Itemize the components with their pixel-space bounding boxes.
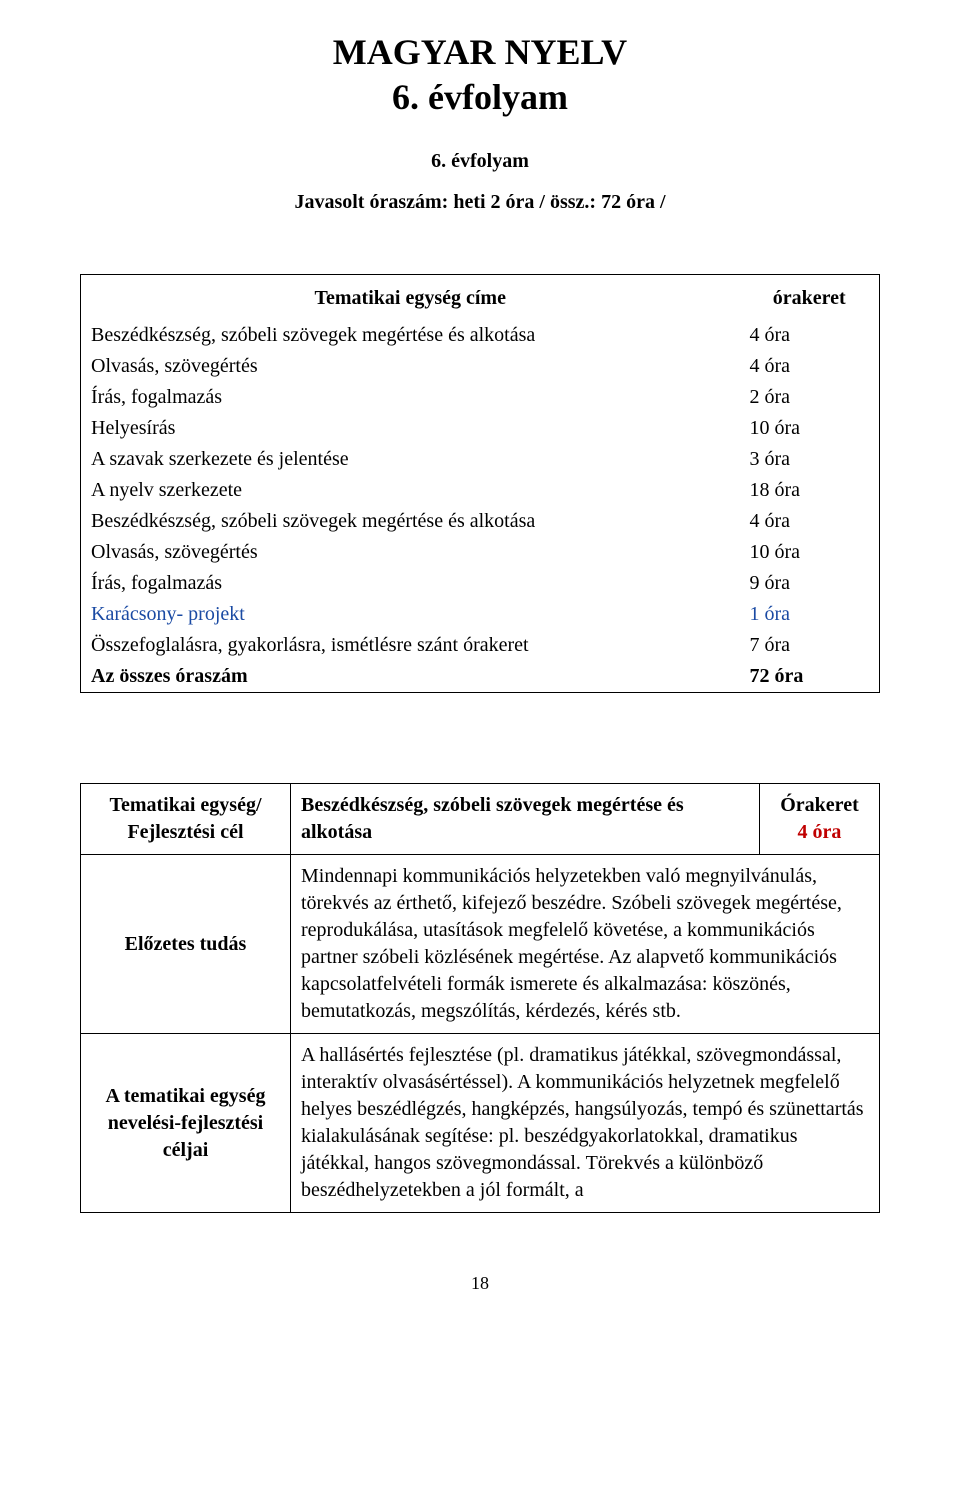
topic-name: Helyesírás	[81, 413, 740, 444]
topics-body: Beszédkészség, szóbeli szövegek megértés…	[81, 320, 880, 693]
topic-hours: 2 óra	[740, 382, 880, 413]
topic-hours: 7 óra	[740, 630, 880, 661]
unit-title-text: Beszédkészség, szóbeli szövegek megértés…	[291, 784, 760, 855]
topic-name: Karácsony- projekt	[81, 599, 740, 630]
topic-hours: 10 óra	[740, 413, 880, 444]
unit-label-celjai: A tematikai egység nevelési-fejlesztési …	[81, 1034, 291, 1213]
topic-hours: 18 óra	[740, 475, 880, 506]
table-row: Olvasás, szövegértés10 óra	[81, 537, 880, 568]
topics-table: Tematikai egység címe órakeret Beszédkés…	[80, 274, 880, 693]
unit-row-title: Tematikai egység/ Fejlesztési cél Beszéd…	[81, 784, 880, 855]
page-number: 18	[80, 1273, 880, 1294]
topics-header-row: Tematikai egység címe órakeret	[81, 275, 880, 321]
topic-hours: 4 óra	[740, 351, 880, 382]
topic-name: Beszédkészség, szóbeli szövegek megértés…	[81, 506, 740, 537]
main-title: MAGYAR NYELV	[80, 30, 880, 75]
topic-name: Az összes óraszám	[81, 661, 740, 693]
topic-name: Írás, fogalmazás	[81, 568, 740, 599]
topic-hours: 72 óra	[740, 661, 880, 693]
topic-name: Írás, fogalmazás	[81, 382, 740, 413]
topic-hours: 4 óra	[740, 506, 880, 537]
table-row: Beszédkészség, szóbeli szövegek megértés…	[81, 320, 880, 351]
topics-header-left: Tematikai egység címe	[81, 275, 740, 321]
topics-header-right: órakeret	[740, 275, 880, 321]
document-page: MAGYAR NYELV 6. évfolyam 6. évfolyam Jav…	[0, 0, 960, 1344]
table-row: Olvasás, szövegértés4 óra	[81, 351, 880, 382]
unit-row-elozetes: Előzetes tudás Mindennapi kommunikációs …	[81, 855, 880, 1034]
topic-hours: 1 óra	[740, 599, 880, 630]
unit-label-elozetes: Előzetes tudás	[81, 855, 291, 1034]
table-row: A nyelv szerkezete18 óra	[81, 475, 880, 506]
table-row: Írás, fogalmazás2 óra	[81, 382, 880, 413]
table-row: Helyesírás10 óra	[81, 413, 880, 444]
unit-row-celjai: A tematikai egység nevelési-fejlesztési …	[81, 1034, 880, 1213]
hours-line: Javasolt óraszám: heti 2 óra / össz.: 72…	[80, 191, 880, 214]
topic-name: A szavak szerkezete és jelentése	[81, 444, 740, 475]
unit-elozetes-body: Mindennapi kommunikációs helyzetekben va…	[291, 855, 880, 1034]
unit-celjai-body: A hallásértés fejlesztése (pl. dramatiku…	[291, 1034, 880, 1213]
sub-title: 6. évfolyam	[80, 75, 880, 120]
table-row: Az összes óraszám72 óra	[81, 661, 880, 693]
orakeret-label: Órakeret	[780, 794, 859, 816]
topic-hours: 4 óra	[740, 320, 880, 351]
table-row: A szavak szerkezete és jelentése3 óra	[81, 444, 880, 475]
unit-label-tematikai: Tematikai egység/ Fejlesztési cél	[81, 784, 291, 855]
unit-orakeret-cell: Órakeret 4 óra	[760, 784, 880, 855]
topic-hours: 9 óra	[740, 568, 880, 599]
topic-name: A nyelv szerkezete	[81, 475, 740, 506]
table-row: Összefoglalásra, gyakorlásra, ismétlésre…	[81, 630, 880, 661]
grade-line: 6. évfolyam	[80, 150, 880, 173]
orakeret-hours: 4 óra	[798, 821, 842, 843]
unit-table: Tematikai egység/ Fejlesztési cél Beszéd…	[80, 783, 880, 1213]
table-row: Karácsony- projekt1 óra	[81, 599, 880, 630]
topic-hours: 10 óra	[740, 537, 880, 568]
topic-name: Olvasás, szövegértés	[81, 537, 740, 568]
topic-name: Beszédkészség, szóbeli szövegek megértés…	[81, 320, 740, 351]
topic-hours: 3 óra	[740, 444, 880, 475]
topic-name: Olvasás, szövegértés	[81, 351, 740, 382]
topic-name: Összefoglalásra, gyakorlásra, ismétlésre…	[81, 630, 740, 661]
table-row: Beszédkészség, szóbeli szövegek megértés…	[81, 506, 880, 537]
table-row: Írás, fogalmazás9 óra	[81, 568, 880, 599]
